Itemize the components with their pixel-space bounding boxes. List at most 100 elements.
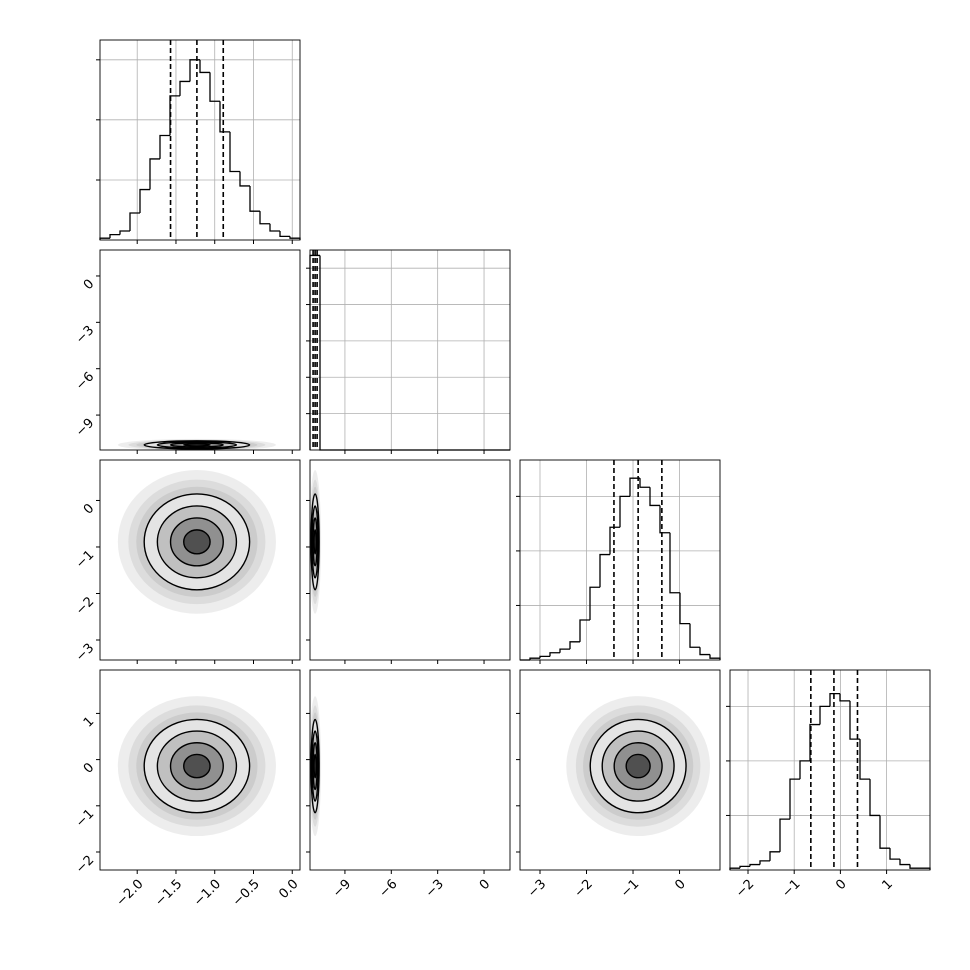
histogram-bin [619, 495, 630, 528]
histogram-bin [829, 692, 840, 707]
histogram-bin [229, 131, 240, 173]
panel-frame [99, 39, 301, 241]
panel-frame [309, 459, 511, 661]
histogram-bin [159, 134, 170, 159]
y-tick-label: −1 [73, 806, 97, 830]
y-tick-label: −6 [73, 369, 97, 393]
y-tick-label: 0 [81, 760, 97, 776]
histogram-bin [659, 505, 670, 534]
y-tick-label: −3 [73, 323, 97, 347]
contour [143, 718, 251, 814]
histogram-bin [219, 101, 230, 133]
density-level [183, 754, 211, 778]
panel-frame [309, 249, 511, 451]
histogram-bin [179, 80, 190, 96]
y-tick-label: 1 [81, 714, 97, 730]
histogram-bin [859, 739, 870, 780]
density [566, 696, 710, 837]
contour [169, 742, 224, 791]
contour [312, 517, 318, 567]
histogram-bin [149, 158, 160, 190]
histogram-bin [529, 657, 540, 660]
contour [311, 505, 319, 579]
panel-frame [99, 249, 301, 451]
contour [589, 718, 687, 814]
histogram-bin [579, 619, 590, 642]
histogram-bin [549, 652, 560, 657]
histogram-bin [539, 655, 550, 659]
y-tick-label: −9 [73, 416, 97, 440]
histogram-bin [629, 477, 640, 497]
density-level [626, 754, 651, 778]
contour [156, 730, 238, 802]
contour [613, 742, 663, 791]
y-tick-label: −2 [73, 594, 97, 618]
x-tick-label: 0 [672, 877, 688, 893]
histogram-bin [199, 59, 210, 74]
histogram-bin [189, 59, 200, 82]
histogram-bin [879, 815, 890, 849]
histogram-panel [306, 249, 511, 454]
histogram-bin [279, 230, 290, 238]
density-panel [306, 459, 511, 664]
density [310, 470, 322, 614]
histogram-bin [669, 532, 680, 594]
histogram-bin [819, 705, 830, 725]
density-panel: −3 −2 −1 0 [516, 669, 721, 901]
histogram-bin [239, 171, 250, 187]
x-tick-label: −0.5 [230, 877, 263, 910]
contour [310, 718, 320, 814]
histogram-bin [759, 860, 770, 865]
histogram-bin [559, 648, 570, 653]
x-tick-label: 0 [477, 877, 493, 893]
contour [312, 742, 318, 791]
y-tick-label: 0 [81, 277, 97, 293]
histogram-bin [269, 223, 280, 232]
histogram-bin [169, 95, 180, 136]
histogram-bin [869, 779, 880, 817]
contour [169, 517, 224, 567]
histogram-bin [139, 188, 150, 213]
contour [310, 493, 320, 591]
histogram-bin [889, 848, 900, 860]
density-level [183, 529, 211, 554]
contour [156, 505, 238, 579]
y-tick-label: −1 [73, 548, 97, 572]
histogram-bin [899, 859, 910, 866]
contour [169, 442, 224, 448]
histogram-bin [749, 863, 760, 867]
panel-frame [729, 669, 931, 871]
histogram-bin [849, 700, 860, 740]
histogram-panel: −2 −1 0 1 [726, 669, 931, 901]
histogram-bin [209, 72, 220, 102]
histogram-bin [799, 760, 810, 780]
histogram-bin [779, 818, 790, 852]
panel-frame [99, 459, 301, 661]
x-tick-label: −1 [779, 877, 803, 901]
panel-frame [519, 669, 721, 871]
density [117, 470, 276, 614]
histogram-bin [639, 478, 650, 488]
histogram-bin [789, 778, 800, 820]
histogram-bin [679, 592, 690, 625]
y-tick-label: −3 [73, 641, 97, 665]
x-tick-label: −2 [572, 877, 596, 901]
y-tick-label: 0 [81, 501, 97, 517]
contour [313, 529, 317, 555]
histogram-bin [769, 851, 780, 861]
histogram-bin [699, 647, 710, 656]
contour [183, 529, 211, 555]
y-tick-label: −2 [73, 853, 97, 877]
histogram-bin [689, 623, 700, 648]
density-panel: −2.0 −1.5 −1.0 −0.5 0.0 −2 −1 0 1 [73, 669, 302, 910]
contour [311, 730, 319, 802]
histogram-panel [516, 459, 721, 664]
x-tick-label: 0 [833, 877, 849, 893]
histogram-bin [909, 864, 920, 869]
contour [143, 440, 251, 450]
histogram-bin [809, 723, 820, 761]
x-tick-label: −1 [618, 877, 642, 901]
contour [313, 753, 317, 779]
x-tick-label: −1.0 [191, 877, 224, 910]
